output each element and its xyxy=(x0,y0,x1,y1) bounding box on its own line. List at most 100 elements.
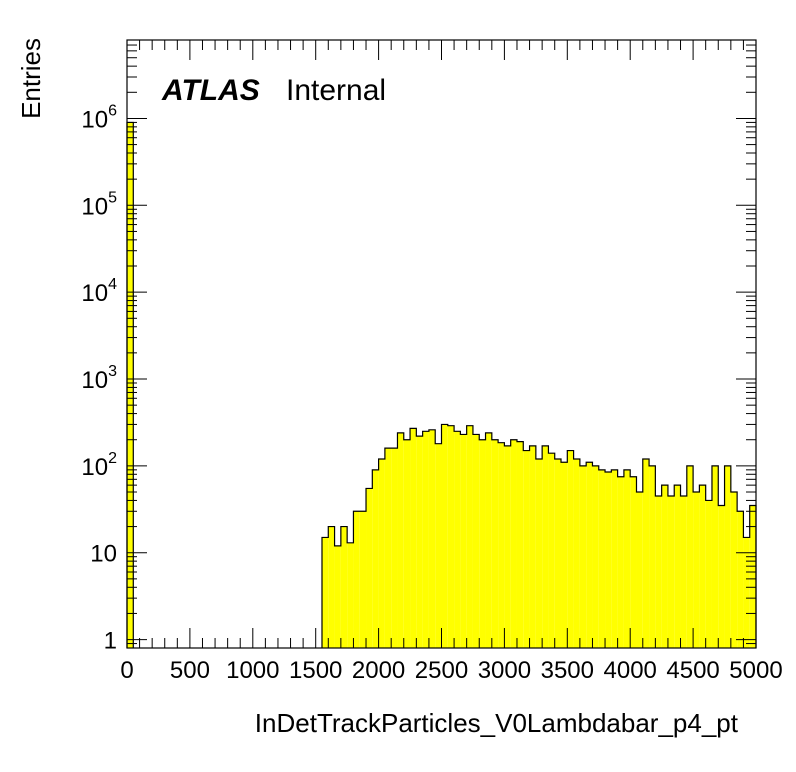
histogram-bin xyxy=(630,476,637,648)
histogram-bin xyxy=(554,458,562,648)
histogram-bin xyxy=(397,432,404,648)
histogram-bin xyxy=(353,511,360,648)
histogram-bin xyxy=(586,462,593,648)
histogram-bin xyxy=(435,443,442,648)
histogram-bin xyxy=(384,448,392,648)
histogram-bin xyxy=(623,469,631,648)
x-tick-label: 3000 xyxy=(478,657,531,684)
histogram-bin xyxy=(347,542,354,648)
histogram-bin xyxy=(491,439,499,648)
histogram-bin xyxy=(711,465,719,648)
histogram-bin xyxy=(605,471,612,648)
y-tick-label: 103 xyxy=(81,363,117,394)
x-tick-label: 3500 xyxy=(541,657,594,684)
histogram-bin xyxy=(428,429,436,648)
histogram-bin xyxy=(516,441,524,648)
histogram-bin xyxy=(391,448,398,648)
histogram-bin xyxy=(334,545,341,648)
histogram-bin xyxy=(472,434,480,648)
histogram-bin xyxy=(542,445,549,648)
histogram-bin xyxy=(737,511,744,648)
histogram-bin xyxy=(642,458,650,648)
histogram-bin xyxy=(447,425,455,648)
y-tick-label: 104 xyxy=(81,276,117,307)
histogram-bin xyxy=(680,495,687,648)
x-tick-label: 4500 xyxy=(666,657,719,684)
x-axis-title: InDetTrackParticles_V0Lambdabar_p4_pt xyxy=(255,708,739,738)
histogram-bin xyxy=(699,485,706,648)
histogram-bin xyxy=(529,445,536,648)
x-tick-label: 2500 xyxy=(415,657,468,684)
histogram-bin xyxy=(661,485,668,648)
y-tick-exponent: 2 xyxy=(108,450,117,467)
histogram-bin xyxy=(410,428,417,648)
x-tick-label: 2000 xyxy=(352,657,405,684)
atlas-label: ATLAS xyxy=(161,74,260,107)
histogram-bin xyxy=(466,425,473,648)
histogram-bin xyxy=(321,537,329,648)
histogram-bin xyxy=(328,526,335,648)
histogram-bin xyxy=(718,505,725,648)
axis-ticks xyxy=(126,39,757,649)
y-tick-exponent: 3 xyxy=(108,363,117,380)
histogram-bin xyxy=(705,500,712,648)
histogram-bin xyxy=(378,458,385,648)
histogram-bin xyxy=(730,492,738,648)
y-tick-label: 106 xyxy=(81,102,117,133)
y-tick-label: 105 xyxy=(81,189,117,220)
histogram-bin xyxy=(598,469,606,648)
histogram-bin xyxy=(724,465,731,648)
histogram-bin xyxy=(422,431,429,648)
y-axis-title: Entries xyxy=(16,38,46,119)
x-tick-label: 4000 xyxy=(604,657,657,684)
histogram-bin xyxy=(693,492,700,648)
histogram-bin xyxy=(498,442,505,648)
histogram-bin xyxy=(523,450,530,648)
histogram-bin xyxy=(535,458,543,648)
histogram-bin xyxy=(667,495,675,648)
histogram-bin xyxy=(485,432,492,648)
y-tick-exponent: 6 xyxy=(108,102,117,119)
y-tick-label: 102 xyxy=(81,450,117,481)
histogram-bin xyxy=(510,439,517,648)
histogram-bin xyxy=(548,453,555,648)
histogram-bin xyxy=(573,458,580,648)
histogram-bin xyxy=(340,526,348,648)
x-tick-label: 5000 xyxy=(729,657,782,684)
histogram-bin xyxy=(649,465,656,648)
x-tick-label: 1500 xyxy=(289,657,342,684)
histogram-bin xyxy=(579,465,587,648)
histogram-bin xyxy=(403,439,411,648)
histogram-bin xyxy=(743,537,750,648)
x-tick-label: 0 xyxy=(120,657,133,684)
histogram-bin xyxy=(127,122,134,648)
histogram-bin xyxy=(749,505,756,648)
histogram-bin xyxy=(372,469,379,648)
histogram-bin xyxy=(460,434,467,648)
histogram-bin xyxy=(359,511,367,648)
histogram-bars xyxy=(126,121,757,648)
histogram-bin xyxy=(655,495,662,648)
histogram-bin xyxy=(441,424,448,648)
x-tick-label: 500 xyxy=(170,657,210,684)
y-tick-label: 10 xyxy=(90,541,117,568)
histogram-bin xyxy=(617,476,624,648)
histogram-bin xyxy=(592,465,599,648)
histogram-bin xyxy=(686,465,694,648)
histogram-bin xyxy=(636,492,643,648)
atlas-status-label: Internal xyxy=(286,74,386,107)
histogram-bin xyxy=(611,469,618,648)
x-tick-label: 1000 xyxy=(226,657,279,684)
y-tick-exponent: 4 xyxy=(108,276,117,293)
histogram-bin xyxy=(561,462,568,648)
histogram-bin xyxy=(504,445,511,648)
histogram-bin xyxy=(479,439,486,648)
histogram-bin xyxy=(454,431,461,648)
y-tick-exponent: 5 xyxy=(108,189,117,206)
histogram-bin xyxy=(674,485,681,648)
y-tick-label: 1 xyxy=(104,628,117,655)
histogram-bin xyxy=(416,436,423,648)
histogram-bin xyxy=(567,450,574,648)
histogram-bin xyxy=(366,488,373,648)
